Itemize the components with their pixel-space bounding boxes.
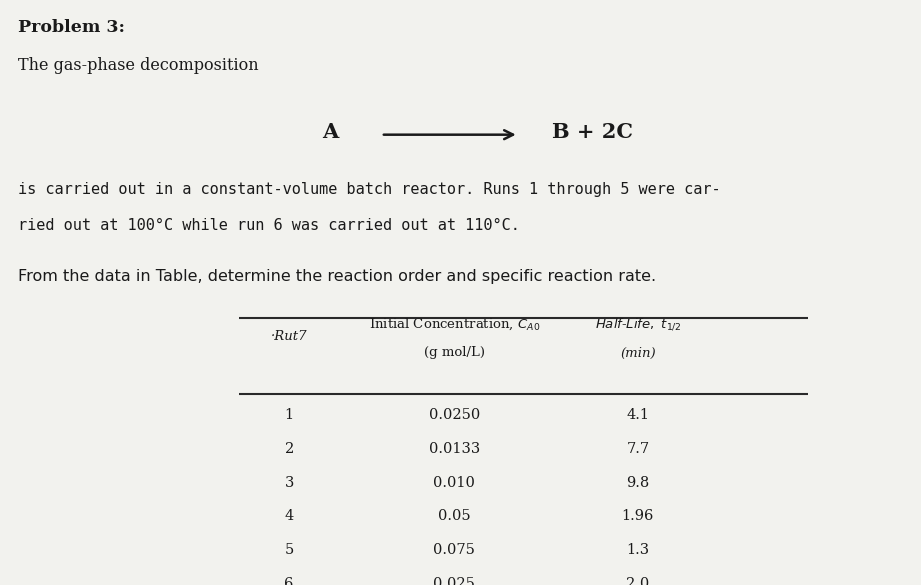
Text: 4.1: 4.1 xyxy=(626,408,649,422)
Text: ried out at 100°C while run 6 was carried out at 110°C.: ried out at 100°C while run 6 was carrie… xyxy=(18,218,520,233)
Text: Problem 3:: Problem 3: xyxy=(18,19,125,36)
Text: 0.0250: 0.0250 xyxy=(428,408,480,422)
Text: 0.010: 0.010 xyxy=(434,476,475,490)
Text: 0.0133: 0.0133 xyxy=(428,442,480,456)
Text: 7.7: 7.7 xyxy=(626,442,649,456)
Text: ·Rut7: ·Rut7 xyxy=(271,330,308,343)
Text: From the data in Table, determine the reaction order and specific reaction rate.: From the data in Table, determine the re… xyxy=(18,269,657,284)
Text: 2.0: 2.0 xyxy=(626,577,649,585)
Text: 0.025: 0.025 xyxy=(434,577,475,585)
Text: 5: 5 xyxy=(285,543,294,557)
Text: B + 2C: B + 2C xyxy=(552,122,633,142)
Text: 0.075: 0.075 xyxy=(434,543,475,557)
Text: Initial Concentration, $C_{A0}$: Initial Concentration, $C_{A0}$ xyxy=(368,316,540,332)
Text: 0.05: 0.05 xyxy=(438,510,471,524)
Text: 1: 1 xyxy=(285,408,294,422)
Text: 1.3: 1.3 xyxy=(626,543,649,557)
Text: 3: 3 xyxy=(285,476,294,490)
Text: 1.96: 1.96 xyxy=(622,510,654,524)
Text: 9.8: 9.8 xyxy=(626,476,649,490)
Text: (min): (min) xyxy=(620,346,656,360)
Text: 6: 6 xyxy=(285,577,294,585)
Text: A: A xyxy=(322,122,339,142)
Text: 2: 2 xyxy=(285,442,294,456)
Text: (g mol/L): (g mol/L) xyxy=(424,346,484,360)
Text: is carried out in a constant-volume batch reactor. Runs 1 through 5 were car-: is carried out in a constant-volume batc… xyxy=(18,182,721,197)
Text: 4: 4 xyxy=(285,510,294,524)
Text: The gas-phase decomposition: The gas-phase decomposition xyxy=(18,57,259,74)
Text: $\mathit{Half}$-$\mathit{Life,}\ t_{1/2}$: $\mathit{Half}$-$\mathit{Life,}\ t_{1/2}… xyxy=(595,316,682,332)
